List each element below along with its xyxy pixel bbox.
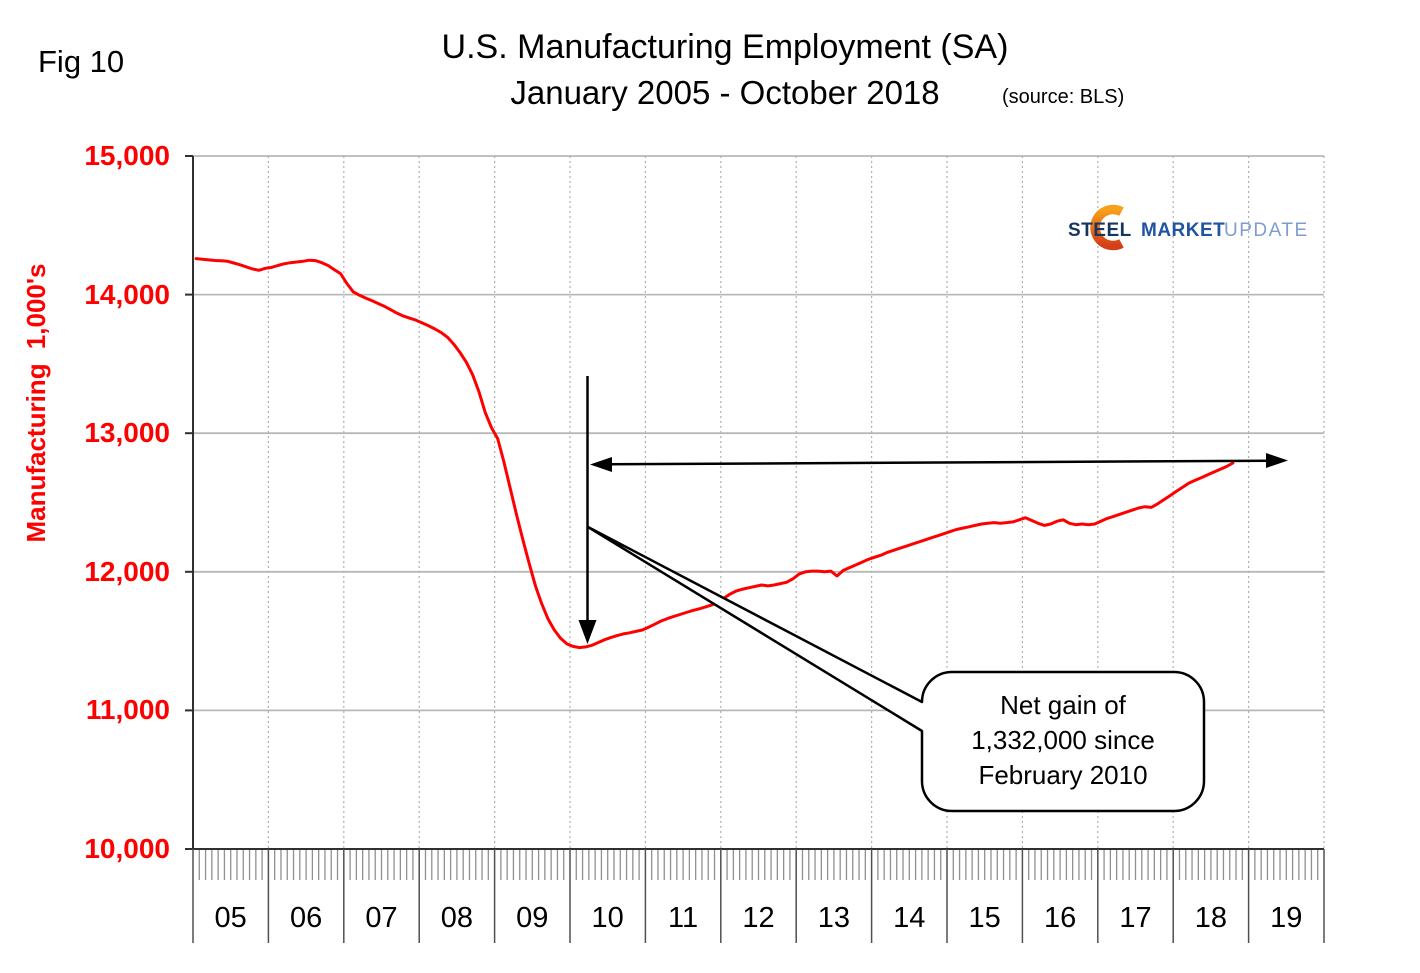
logo-word-update: UPDATE	[1224, 220, 1309, 241]
source-note: (source: BLS)	[1002, 86, 1125, 108]
x-axis-tick-label: 08	[440, 902, 474, 934]
x-axis-tick-label: 09	[516, 902, 549, 934]
x-axis-tick-label: 13	[817, 902, 851, 934]
gridlines-layer	[193, 155, 1325, 849]
chart-title-line1: U.S. Manufacturing Employment (SA)	[441, 28, 1009, 66]
y-axis-tick-label: 10,000	[84, 833, 170, 864]
y-axis-tick-label: 13,000	[84, 417, 170, 449]
horizontal-arrow-right-head	[1266, 453, 1288, 468]
callout-line-3: February 2010	[978, 760, 1148, 790]
logo-crescent-icon	[1090, 204, 1124, 251]
y-axis-tick-label: 12,000	[84, 555, 170, 587]
x-axis-tick-label: 19	[1270, 902, 1303, 934]
x-axis-tick-label: 11	[668, 902, 699, 934]
x-axis-tick-label: 07	[365, 902, 398, 934]
x-axis-tick-label: 12	[742, 902, 775, 934]
x-axis-tick-label: 05	[214, 902, 247, 934]
logo-group	[1090, 204, 1124, 251]
horizontal-arrow-left-head	[590, 457, 612, 472]
x-axis-tick-label: 06	[289, 902, 323, 934]
chart-title: U.S. Manufacturing Employment (SA) Janua…	[30, 28, 1420, 112]
logo-word-market: MARKET	[1141, 220, 1226, 241]
chart-title-line2: January 2005 - October 2018	[510, 74, 940, 111]
callout-line-1: Net gain of	[1000, 690, 1126, 720]
callout-bubble-shape	[586, 525, 1206, 813]
callout-text: Net gain of 1,332,000 since February 201…	[930, 688, 1196, 793]
y-axis-tick-label: 14,000	[84, 278, 170, 310]
logo-word-steel: STEEL	[1068, 220, 1132, 241]
callout-line-2: 1,332,000 since	[971, 725, 1155, 755]
x-axis-tick-label: 14	[893, 902, 926, 934]
y-axis-tick-label: 15,000	[84, 140, 170, 171]
annotation-layer	[578, 376, 1288, 813]
axes-layer	[185, 155, 1325, 943]
x-axis-tick-label: 17	[1119, 902, 1152, 934]
vertical-arrow-head	[578, 620, 597, 644]
horizontal-arrow-line	[607, 459, 1271, 466]
series-layer	[194, 257, 1235, 650]
x-axis-tick-label: 16	[1043, 902, 1077, 934]
x-axis-tick-label: 18	[1194, 902, 1228, 934]
employment-line	[194, 257, 1235, 650]
y-axis-tick-label: 11,000	[85, 694, 170, 726]
x-axis-tick-label: 10	[591, 902, 624, 934]
figure-label: Fig 10	[38, 44, 125, 79]
x-axis-tick-label: 15	[968, 902, 1001, 934]
